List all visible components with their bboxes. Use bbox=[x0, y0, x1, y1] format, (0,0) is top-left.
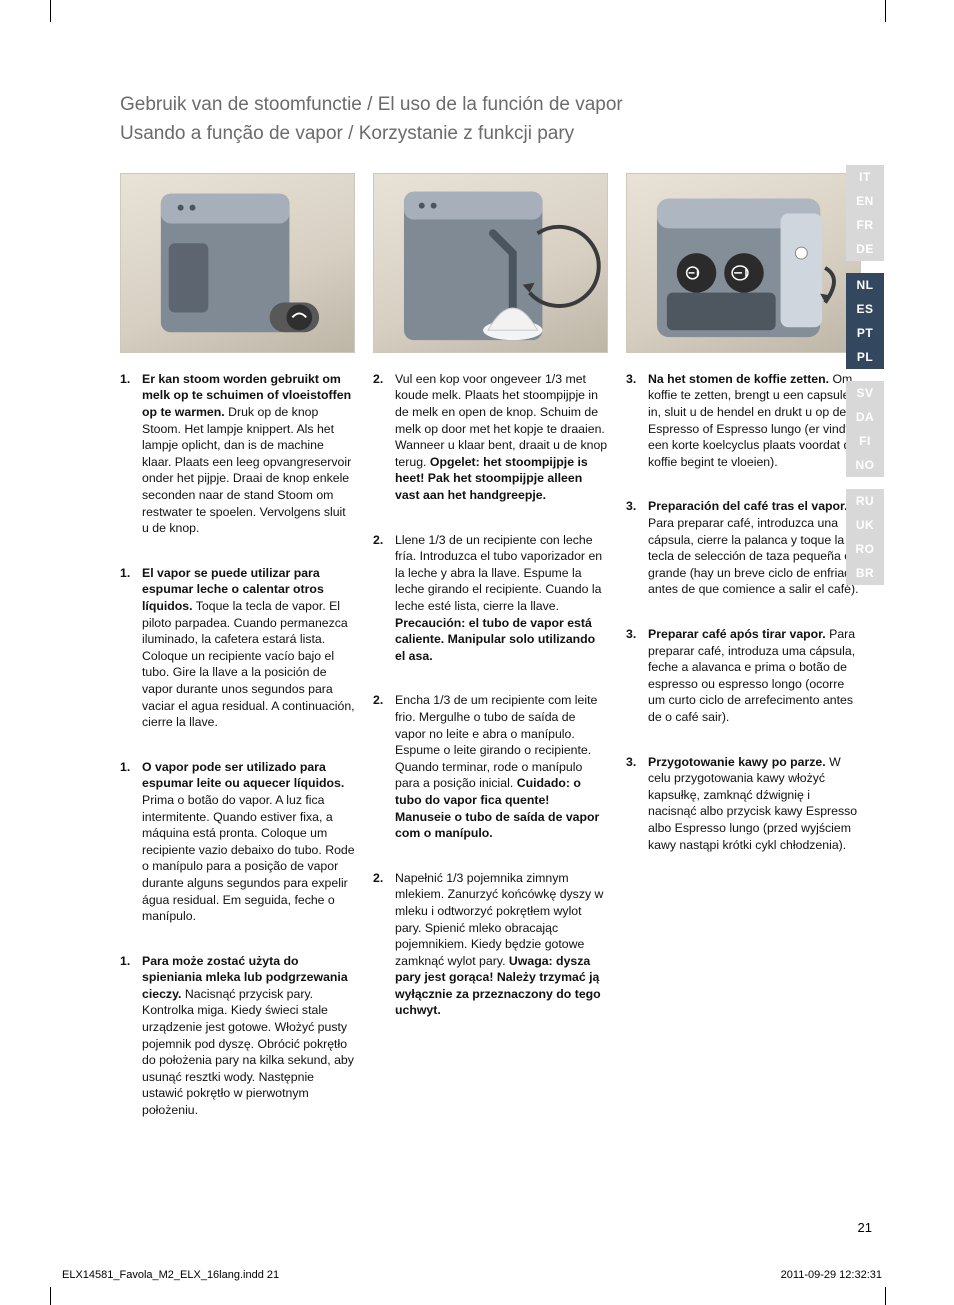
language-sidebar: ITENFRDE NLESPTPL SVDAFINO RUUKROBR bbox=[846, 165, 884, 597]
step-number: 1. bbox=[120, 565, 136, 731]
lang-tab-fi[interactable]: FI bbox=[846, 429, 884, 453]
lang-tab-fr[interactable]: FR bbox=[846, 213, 884, 237]
heading-pl: Korzystanie z funkcji pary bbox=[359, 123, 574, 144]
step-lead: Para może zostać użyta do spieniania mle… bbox=[142, 954, 348, 1001]
lang-group-3: SVDAFINO bbox=[846, 381, 884, 477]
step-text: Llene 1/3 de un recipiente con leche frí… bbox=[395, 532, 608, 665]
step-text: Vul een kop voor ongeveer 1/3 met koude … bbox=[395, 371, 608, 504]
step-number: 1. bbox=[120, 953, 136, 1119]
lang-tab-no[interactable]: NO bbox=[846, 453, 884, 477]
step-lead: O vapor pode ser utilizado para espumar … bbox=[142, 760, 344, 791]
step-text: Napełnić 1/3 pojemnika zimnym mlekiem. Z… bbox=[395, 870, 608, 1019]
step-text: Preparar café após tirar vapor. Para pre… bbox=[648, 626, 861, 726]
instruction-step: 3.Preparación del café tras el vapor. Pa… bbox=[626, 498, 861, 598]
step-number: 1. bbox=[120, 759, 136, 925]
step-number: 3. bbox=[626, 498, 642, 598]
step-lead: Preparar café após tirar vapor. bbox=[648, 627, 826, 641]
step-number: 3. bbox=[626, 371, 642, 471]
print-footer: ELX14581_Favola_M2_ELX_16lang.indd 21 20… bbox=[62, 1269, 882, 1281]
step-number: 2. bbox=[373, 870, 389, 1019]
column-1: 1.Er kan stoom worden gebruikt om melk o… bbox=[120, 173, 355, 1147]
illustration-steam-machine bbox=[120, 173, 355, 353]
heading-es: El uso de la función de vapor bbox=[378, 94, 623, 115]
footer-timestamp: 2011-09-29 12:32:31 bbox=[781, 1269, 882, 1281]
step-lead: Preparación del café tras el vapor. bbox=[648, 499, 848, 513]
step-columns: 1.Er kan stoom worden gebruikt om melk o… bbox=[120, 173, 860, 1147]
lang-group-2: NLESPTPL bbox=[846, 273, 884, 369]
instruction-step: 1.Para może zostać użyta do spieniania m… bbox=[120, 953, 355, 1119]
lang-tab-nl[interactable]: NL bbox=[846, 273, 884, 297]
step-text: El vapor se puede utilizar para espumar … bbox=[142, 565, 355, 731]
page-number: 21 bbox=[858, 1220, 872, 1235]
column-3: 3.Na het stomen de koffie zetten. Om kof… bbox=[626, 173, 861, 1147]
crop-marks-top bbox=[50, 0, 886, 22]
column-2: 2.Vul een kop voor ongeveer 1/3 met koud… bbox=[373, 173, 608, 1147]
heading-nl: Gebruik van de stoomfunctie bbox=[120, 94, 362, 115]
lang-group-4: RUUKROBR bbox=[846, 489, 884, 585]
step-number: 1. bbox=[120, 371, 136, 537]
lang-tab-de[interactable]: DE bbox=[846, 237, 884, 261]
step-lead: El vapor se puede utilizar para espumar … bbox=[142, 566, 324, 613]
step-number: 3. bbox=[626, 626, 642, 726]
step-warning: Cuidado: o tubo do vapor fica quente! Ma… bbox=[395, 776, 599, 840]
lang-tab-da[interactable]: DA bbox=[846, 405, 884, 429]
instruction-step: 3.Preparar café após tirar vapor. Para p… bbox=[626, 626, 861, 726]
instruction-step: 1.Er kan stoom worden gebruikt om melk o… bbox=[120, 371, 355, 537]
step-number: 2. bbox=[373, 532, 389, 665]
heading-pt: Usando a função de vapor bbox=[120, 123, 343, 144]
step-number: 2. bbox=[373, 371, 389, 504]
instruction-step: 2.Encha 1/3 de um recipiente com leite f… bbox=[373, 692, 608, 841]
sep: / bbox=[362, 94, 378, 115]
lang-tab-pt[interactable]: PT bbox=[846, 321, 884, 345]
lang-tab-pl[interactable]: PL bbox=[846, 345, 884, 369]
step-text: Preparación del café tras el vapor. Para… bbox=[648, 498, 861, 598]
crop-marks-bottom bbox=[50, 1287, 886, 1305]
step-warning: Opgelet: het stoompijpje is heet! Pak he… bbox=[395, 455, 588, 502]
step-text: Encha 1/3 de um recipiente com leite fri… bbox=[395, 692, 608, 841]
footer-filename: ELX14581_Favola_M2_ELX_16lang.indd 21 bbox=[62, 1269, 279, 1281]
lang-tab-it[interactable]: IT bbox=[846, 165, 884, 189]
step-warning: Precaución: el tubo de vapor está calien… bbox=[395, 616, 595, 663]
instruction-step: 3.Na het stomen de koffie zetten. Om kof… bbox=[626, 371, 861, 471]
step-number: 3. bbox=[626, 754, 642, 854]
step-lead: Przygotowanie kawy po parze. bbox=[648, 755, 826, 769]
lang-tab-ru[interactable]: RU bbox=[846, 489, 884, 513]
step-lead: Er kan stoom worden gebruikt om melk op … bbox=[142, 372, 351, 419]
lang-tab-ro[interactable]: RO bbox=[846, 537, 884, 561]
manual-page: Gebruik van de stoomfunctie / El uso de … bbox=[0, 0, 954, 1305]
sep: / bbox=[343, 123, 359, 144]
instruction-step: 1.O vapor pode ser utilizado para espuma… bbox=[120, 759, 355, 925]
instruction-step: 2.Llene 1/3 de un recipiente con leche f… bbox=[373, 532, 608, 665]
instruction-step: 2.Vul een kop voor ongeveer 1/3 met koud… bbox=[373, 371, 608, 504]
step-number: 2. bbox=[373, 692, 389, 841]
step-warning: Uwaga: dysza pary jest gorąca! Należy tr… bbox=[395, 954, 601, 1018]
instruction-step: 2.Napełnić 1/3 pojemnika zimnym mlekiem.… bbox=[373, 870, 608, 1019]
lang-group-1: ITENFRDE bbox=[846, 165, 884, 261]
step-text: Para może zostać użyta do spieniania mle… bbox=[142, 953, 355, 1119]
illustration-frothing-milk bbox=[373, 173, 608, 353]
lang-tab-es[interactable]: ES bbox=[846, 297, 884, 321]
illustration-brew-coffee bbox=[626, 173, 861, 353]
lang-tab-uk[interactable]: UK bbox=[846, 513, 884, 537]
instruction-step: 1.El vapor se puede utilizar para espuma… bbox=[120, 565, 355, 731]
step-text: Na het stomen de koffie zetten. Om koffi… bbox=[648, 371, 861, 471]
step-text: Przygotowanie kawy po parze. W celu przy… bbox=[648, 754, 861, 854]
lang-tab-sv[interactable]: SV bbox=[846, 381, 884, 405]
step-text: Er kan stoom worden gebruikt om melk op … bbox=[142, 371, 355, 537]
page-headings: Gebruik van de stoomfunctie / El uso de … bbox=[120, 90, 894, 149]
step-text: O vapor pode ser utilizado para espumar … bbox=[142, 759, 355, 925]
lang-tab-en[interactable]: EN bbox=[846, 189, 884, 213]
lang-tab-br[interactable]: BR bbox=[846, 561, 884, 585]
step-lead: Na het stomen de koffie zetten. bbox=[648, 372, 829, 386]
content-area: 1.Er kan stoom worden gebruikt om melk o… bbox=[120, 173, 894, 1147]
instruction-step: 3.Przygotowanie kawy po parze. W celu pr… bbox=[626, 754, 861, 854]
